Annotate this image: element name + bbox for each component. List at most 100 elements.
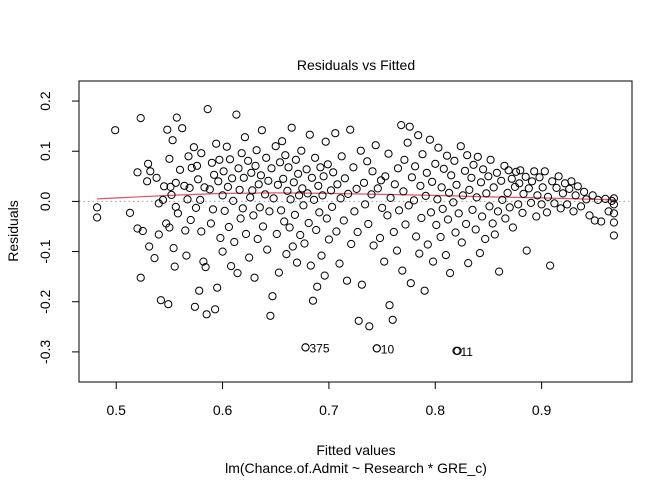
data-point [300,239,309,248]
data-point [319,172,328,181]
data-point [353,227,362,237]
data-point [373,184,382,193]
data-point [328,202,337,211]
data-point [258,222,268,231]
data-point [136,273,145,282]
data-point [189,143,198,152]
data-point [280,217,289,226]
data-point [339,216,348,225]
data-point [342,276,352,285]
data-point [152,173,161,182]
data-point [363,157,372,166]
data-point [196,195,205,204]
data-point [482,189,491,198]
data-point [261,190,270,199]
outlier-label: 375 [310,341,330,355]
data-point [512,167,521,176]
data-point [255,203,264,212]
data-point [172,113,181,122]
data-point [457,238,466,247]
data-point [201,263,210,272]
data-point [569,207,578,216]
y-tick-label: 0.2 [37,91,53,111]
data-point [398,266,407,275]
data-point [170,262,179,271]
data-point [146,167,155,176]
data-point [412,232,421,241]
x-tick-label: 0.7 [319,402,339,418]
data-point [314,181,323,190]
data-point [609,200,619,209]
data-point [571,191,580,200]
data-point [336,194,345,203]
data-point [486,155,495,164]
data-point [235,185,244,194]
data-point [256,171,265,180]
data-point [558,189,568,198]
data-point [240,133,249,142]
data-point [223,182,232,191]
data-point [537,200,546,209]
data-point [357,280,366,289]
data-point [144,159,153,168]
data-point [507,174,516,183]
data-point [245,253,254,262]
data-point [609,218,619,227]
outlier-point [372,344,381,353]
data-point [214,177,223,186]
data-point [332,227,341,236]
data-point [585,211,594,220]
data-point [166,182,175,191]
data-point [292,258,302,267]
data-point [324,235,333,244]
data-point [552,183,561,192]
data-point [248,186,257,195]
data-point [210,170,219,179]
data-point [436,232,445,242]
data-point [249,211,258,220]
data-point [208,205,218,214]
smooth-line [97,192,617,201]
data-point [479,165,488,174]
data-point [384,149,393,158]
data-point [404,201,413,210]
data-point [295,191,304,200]
data-point [465,185,474,194]
data-point [284,163,293,172]
data-point [257,126,266,135]
data-point [282,250,291,259]
data-point [423,240,432,249]
data-point [273,180,282,189]
data-point [514,200,523,209]
data-point [93,213,102,222]
data-point [278,137,287,146]
data-point [464,259,473,268]
data-point [458,191,467,200]
data-point [200,183,209,192]
data-point [145,242,154,251]
data-point [232,110,241,119]
data-point [238,204,247,213]
data-point [473,152,482,161]
data-point [133,224,142,233]
data-point [422,168,431,177]
data-point [178,124,187,133]
data-point [532,212,541,221]
data-point [220,206,229,215]
data-point [388,315,397,324]
data-point [299,201,308,210]
data-point [315,208,324,217]
data-point [271,142,280,151]
data-point [254,180,263,189]
data-point [286,195,295,204]
data-point [567,177,576,186]
data-point [190,302,199,311]
data-point [400,155,409,164]
data-point [447,171,456,180]
data-point [197,149,206,158]
data-point [556,204,565,213]
data-point [309,195,319,204]
data-point [554,172,563,181]
data-point [234,164,243,173]
